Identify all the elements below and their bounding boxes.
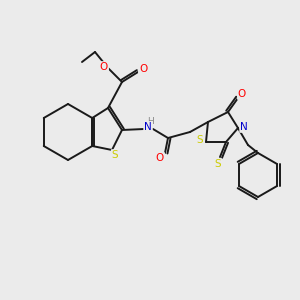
Text: O: O [100, 62, 108, 72]
Text: N: N [240, 122, 248, 132]
Text: O: O [139, 64, 147, 74]
Text: S: S [197, 135, 203, 145]
Text: S: S [215, 159, 221, 169]
Text: N: N [144, 122, 152, 132]
Text: O: O [156, 153, 164, 163]
Text: O: O [238, 89, 246, 99]
Text: H: H [147, 118, 153, 127]
Text: S: S [112, 150, 118, 160]
